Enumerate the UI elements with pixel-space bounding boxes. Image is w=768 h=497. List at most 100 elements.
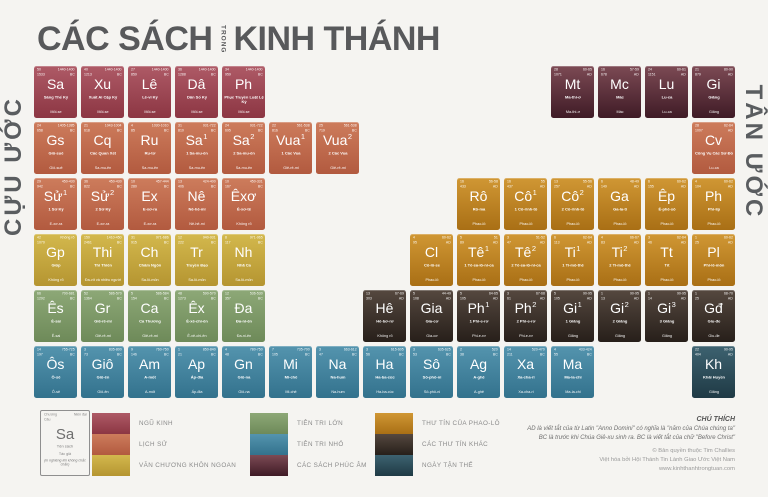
chapters-count: 3 <box>83 348 86 352</box>
book-name: Ma-thi-ơ <box>564 94 581 100</box>
era-label: AD <box>586 296 592 301</box>
chapters-count: 36 <box>83 180 88 184</box>
chapters-count: 5 <box>459 292 462 296</box>
book-symbol: Cv <box>704 132 723 148</box>
book-tile-cq: 21 618 1043-1004 BC Cq Các Quan Xét Sa-m… <box>81 122 124 174</box>
book-tile-tê1: 5 89 51 AD Tê1 1 Tê-sa-lô-ni-ca Phao-lô <box>457 234 500 286</box>
book-tile-sô: 3 53 635-625 BC Sô Sô-phô-ni Sô-phô-ni <box>410 346 453 398</box>
verses-count: 816 <box>271 128 278 133</box>
verses-count: 810 <box>177 128 184 133</box>
chapters-count: 12 <box>177 236 182 240</box>
book-author: Giô-suê <box>48 165 63 170</box>
book-tile-cô2: 13 257 55-56 AD Cô2 2 Cô-rinh-tô Phao-lô <box>551 178 594 230</box>
date-range: 755-725 <box>61 348 75 352</box>
book-name: Na-hum <box>330 374 345 380</box>
book-symbol: Hê <box>375 300 394 316</box>
book-symbol: Sa1 <box>185 132 208 148</box>
book-tile-mt: 28 1071 60-65 AD Mt Ma-thi-ơ Ma-thi-ơ <box>551 66 594 118</box>
chapters-count: 27 <box>130 68 135 72</box>
book-symbol: Vua2 <box>322 132 353 148</box>
book-symbol: Êx <box>188 300 205 316</box>
date-range: 51 <box>493 236 498 240</box>
date-range: 450-430 <box>108 180 122 184</box>
book-name: 1 Sa-mu-ên <box>185 150 208 156</box>
book-tile-lu: 24 1151 60-61 AD Lu Lu-ca Lu-ca <box>645 66 688 118</box>
book-tile-gi3: 1 14 90-95 AD Gi3 3 Giăng Giăng <box>645 290 688 342</box>
legend-color-swatch <box>250 434 288 455</box>
legend-column-2: TIÊN TRI LỚN TIÊN TRI NHỎ CÁC SÁCH PHÚC … <box>250 413 367 476</box>
book-author: Sa-mu-ên <box>141 165 158 170</box>
book-author: Không rõ <box>47 277 64 282</box>
chapters-count: 28 <box>694 124 699 128</box>
verses-count: 959 <box>224 72 231 77</box>
book-symbol: Gn <box>234 356 253 372</box>
book-symbol: Sa <box>46 76 65 92</box>
date-range: 60-65 <box>582 68 592 72</box>
book-author: E-xơ-ra <box>96 221 109 226</box>
book-tile-đa: 12 357 536-530 BC Đa Đa-ni-ên Đa-ni-ên <box>222 290 265 342</box>
verses-count: 73 <box>83 352 88 357</box>
date-range: 424-400 <box>202 180 216 184</box>
chapters-count: 9 <box>130 348 133 352</box>
era-label: BC <box>116 184 122 189</box>
books-grid: 50 1533 1440-1400 BC Sa Sáng Thế Ký Môi-… <box>34 66 735 398</box>
legend-item: TIÊN TRI LỚN <box>250 413 367 434</box>
verses-count: 280 <box>130 184 137 189</box>
book-author: Môi-se <box>190 109 203 114</box>
chapters-count: 1 <box>177 348 180 352</box>
legend-color-swatch <box>375 413 413 434</box>
book-tile-ti1: 6 113 62-64 AD Ti1 1 Ti-mô-thê Phao-lô <box>551 234 594 286</box>
book-name: Hê-bơ-rơ <box>375 318 394 324</box>
date-range: 56-58 <box>488 180 498 184</box>
book-author: Phao-lô <box>613 277 626 282</box>
chapters-count: 5 <box>459 236 462 240</box>
book-name: Giô-ên <box>96 374 109 380</box>
date-range: 60-61 <box>676 68 686 72</box>
chapters-count: 29 <box>36 180 41 184</box>
book-name: Mác <box>615 94 624 100</box>
era-label: BC <box>351 128 357 133</box>
credit-line: www.kinhthanhtrongtuan.com <box>658 465 735 472</box>
book-author: Ô-sê <box>51 389 60 394</box>
era-label: BC <box>351 352 357 357</box>
era-label: AD <box>727 296 733 301</box>
book-author: Phao-lô <box>707 221 720 226</box>
title-part1: CÁC SÁCH <box>37 20 213 58</box>
book-tile-pl: 1 25 60-62 AD Pl Phi-lê-môn Phao-lô <box>692 234 735 286</box>
book-name: Ru-tơ <box>144 150 155 156</box>
footnote-line: AD là viết tắt của từ Latin "Anno Domini… <box>527 426 735 432</box>
book-name: Dân Số Ký <box>186 94 207 100</box>
verses-count: 618 <box>83 128 90 133</box>
book-tile-ês: 66 1292 700-681 BC Ês Ê-sai Ê-sai <box>34 290 77 342</box>
era-label: AD <box>586 184 592 189</box>
date-range: 450-331 <box>249 180 263 184</box>
book-tile-mi: 7 105 735-700 BC Mi Mi-chê Mi-chê <box>269 346 312 398</box>
chapters-count: 4 <box>412 236 415 240</box>
era-label: AD <box>633 240 639 245</box>
verses-count: 48 <box>224 352 229 357</box>
date-range: 590-570 <box>202 292 216 296</box>
book-name: 2 Ti-mô-thê <box>608 262 631 268</box>
book-name: Áp-đia <box>190 374 203 380</box>
era-label: BC <box>304 128 310 133</box>
book-tile-ag: 2 38 520 BC Ag A-ghê A-ghê <box>457 346 500 398</box>
book-author: Môi-se <box>237 109 250 114</box>
book-name: 1 Tê-sa-lô-ni-ca <box>463 262 494 268</box>
book-name: Giô-na <box>237 374 250 380</box>
era-label: AD <box>727 352 733 357</box>
book-author: Giê-rê-mi <box>329 165 346 170</box>
era-label: AD <box>727 128 733 133</box>
old-testament-label: CỰU ƯỚC <box>0 96 27 236</box>
verses-count: 14 <box>647 296 652 301</box>
book-name: Phi-líp <box>707 206 720 212</box>
date-range: 1410-450 <box>106 236 122 240</box>
verses-count: 95 <box>412 240 417 245</box>
legend-item: NGŨ KINH <box>92 413 236 434</box>
chapters-count: 10 <box>130 180 135 184</box>
chapters-count: 21 <box>83 124 88 128</box>
book-author: Gia-cơ <box>425 333 438 338</box>
book-author: Mi-chê <box>284 389 297 394</box>
date-range: 68-70 <box>723 292 733 296</box>
chapters-count: 52 <box>83 292 88 296</box>
verses-count: 113 <box>553 240 560 245</box>
